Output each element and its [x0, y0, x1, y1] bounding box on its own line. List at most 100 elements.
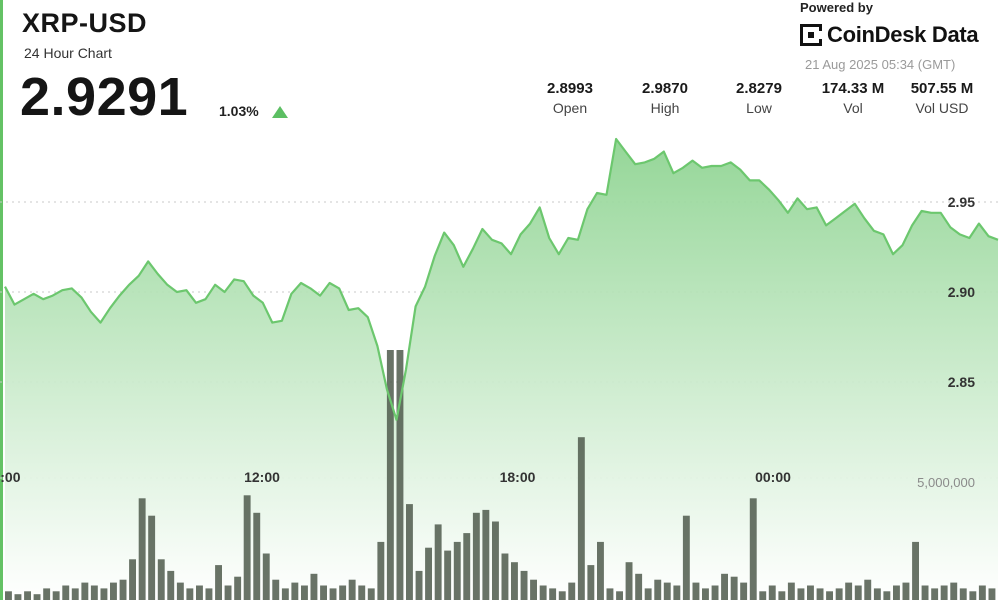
volume-bar [635, 573, 643, 600]
volume-bar [988, 588, 996, 600]
volume-bar [444, 550, 452, 600]
volume-bar [893, 585, 900, 600]
y-axis-ticks: 2.85 2.90 2.95 [948, 194, 975, 390]
volume-bar [549, 588, 557, 600]
volume-bar [434, 524, 442, 600]
volume-bar [606, 588, 614, 600]
volume-bar [262, 553, 270, 600]
volume-bar [348, 579, 356, 600]
volume-bar [558, 591, 566, 600]
volume-bar [215, 565, 222, 600]
volume-bar [415, 570, 423, 600]
volume-bar [110, 582, 117, 600]
volume-bar [367, 588, 375, 600]
volume-bar [730, 576, 738, 600]
volume-bar [587, 565, 595, 600]
stat-open-label: Open [552, 100, 588, 116]
volume-bar [501, 553, 509, 600]
coindesk-mark-icon [800, 24, 822, 46]
volume-bar [243, 495, 251, 600]
price-change-percent: 1.03% [219, 103, 259, 119]
volume-bar [81, 582, 89, 600]
volume-bar [396, 350, 404, 600]
volume-bar [62, 585, 70, 600]
volume-bar [71, 588, 79, 600]
volume-bar [234, 576, 242, 600]
volume-bar [205, 588, 213, 600]
volume-bar [978, 585, 986, 600]
x-tick-label: 12:00 [244, 469, 280, 485]
volume-bar [310, 573, 318, 600]
volume-bar [119, 579, 127, 600]
coindesk-data-logo: CoinDesk Data [800, 22, 979, 48]
volume-bar [654, 579, 662, 600]
volume-bar [692, 582, 700, 600]
volume-bar [530, 579, 537, 600]
volume-bar [176, 582, 184, 600]
volume-bar [787, 582, 795, 600]
stat-low-value: 2.8279 [736, 80, 782, 97]
volume-bar [644, 588, 652, 600]
powered-by-label: Powered by [800, 0, 873, 15]
volume-bar [969, 591, 977, 600]
volume-bar [778, 591, 786, 600]
volume-bar [959, 588, 967, 600]
volume-bar [90, 585, 98, 600]
volume-bar [797, 588, 805, 600]
stat-vol-label: Vol [843, 100, 863, 116]
volume-bar [358, 585, 366, 600]
left-accent-rule [0, 0, 3, 600]
volume-bar [768, 585, 776, 600]
stat-vol: 174.33 M Vol [808, 80, 898, 116]
brand-name: CoinDesk Data [827, 22, 979, 47]
price-line [4, 137, 999, 421]
current-price: 2.9291 [20, 67, 189, 127]
volume-bar [625, 562, 633, 600]
pair-title: XRP-USD [22, 8, 148, 38]
stats-row: 2.8993 Open 2.9870 High 2.8279 Low 174.3… [520, 80, 990, 120]
y-tick-label: 2.85 [948, 374, 975, 390]
volume-bar [663, 582, 671, 600]
stat-low-label: Low [746, 100, 772, 116]
data-timestamp: 21 Aug 2025 05:34 (GMT) [805, 57, 956, 72]
volume-bar [931, 588, 939, 600]
stat-high-value: 2.9870 [642, 80, 688, 97]
y-tick-label: 2.95 [948, 194, 975, 210]
x-tick-label: 18:00 [500, 469, 536, 485]
volume-bars [5, 350, 996, 600]
volume-axis-tick: 5,000,000 [917, 475, 975, 490]
volume-bar [835, 588, 843, 600]
volume-bar [329, 588, 337, 600]
volume-bar [5, 591, 12, 600]
volume-bar [597, 541, 604, 600]
volume-bar [826, 591, 833, 600]
volume-bar [721, 573, 728, 600]
volume-bar [272, 579, 280, 600]
volume-bar [453, 541, 461, 600]
volume-bar [224, 585, 232, 600]
volume-bar [616, 591, 623, 600]
volume-bar [463, 533, 471, 600]
volume-bar [291, 582, 299, 600]
stat-open: 2.8993 Open [525, 80, 615, 116]
volume-bar [52, 591, 60, 600]
stat-low: 2.8279 Low [714, 80, 804, 116]
volume-bar [873, 588, 881, 600]
stat-open-value: 2.8993 [547, 80, 593, 97]
volume-bar [138, 498, 146, 600]
volume-bar [702, 588, 709, 600]
volume-bar [406, 504, 413, 600]
volume-bar [740, 582, 748, 600]
price-area-fill [5, 139, 998, 600]
volume-bar [157, 559, 165, 600]
volume-bar [167, 570, 175, 600]
volume-bar [492, 521, 499, 600]
volume-bar [539, 585, 547, 600]
volume-bar [864, 579, 872, 600]
volume-bar [425, 547, 432, 600]
x-tick-label: 6:00 [0, 469, 21, 485]
x-axis-ticks: 6:00 12:00 18:00 00:00 [0, 469, 791, 485]
volume-bar [24, 591, 31, 600]
volume-bar [339, 585, 347, 600]
